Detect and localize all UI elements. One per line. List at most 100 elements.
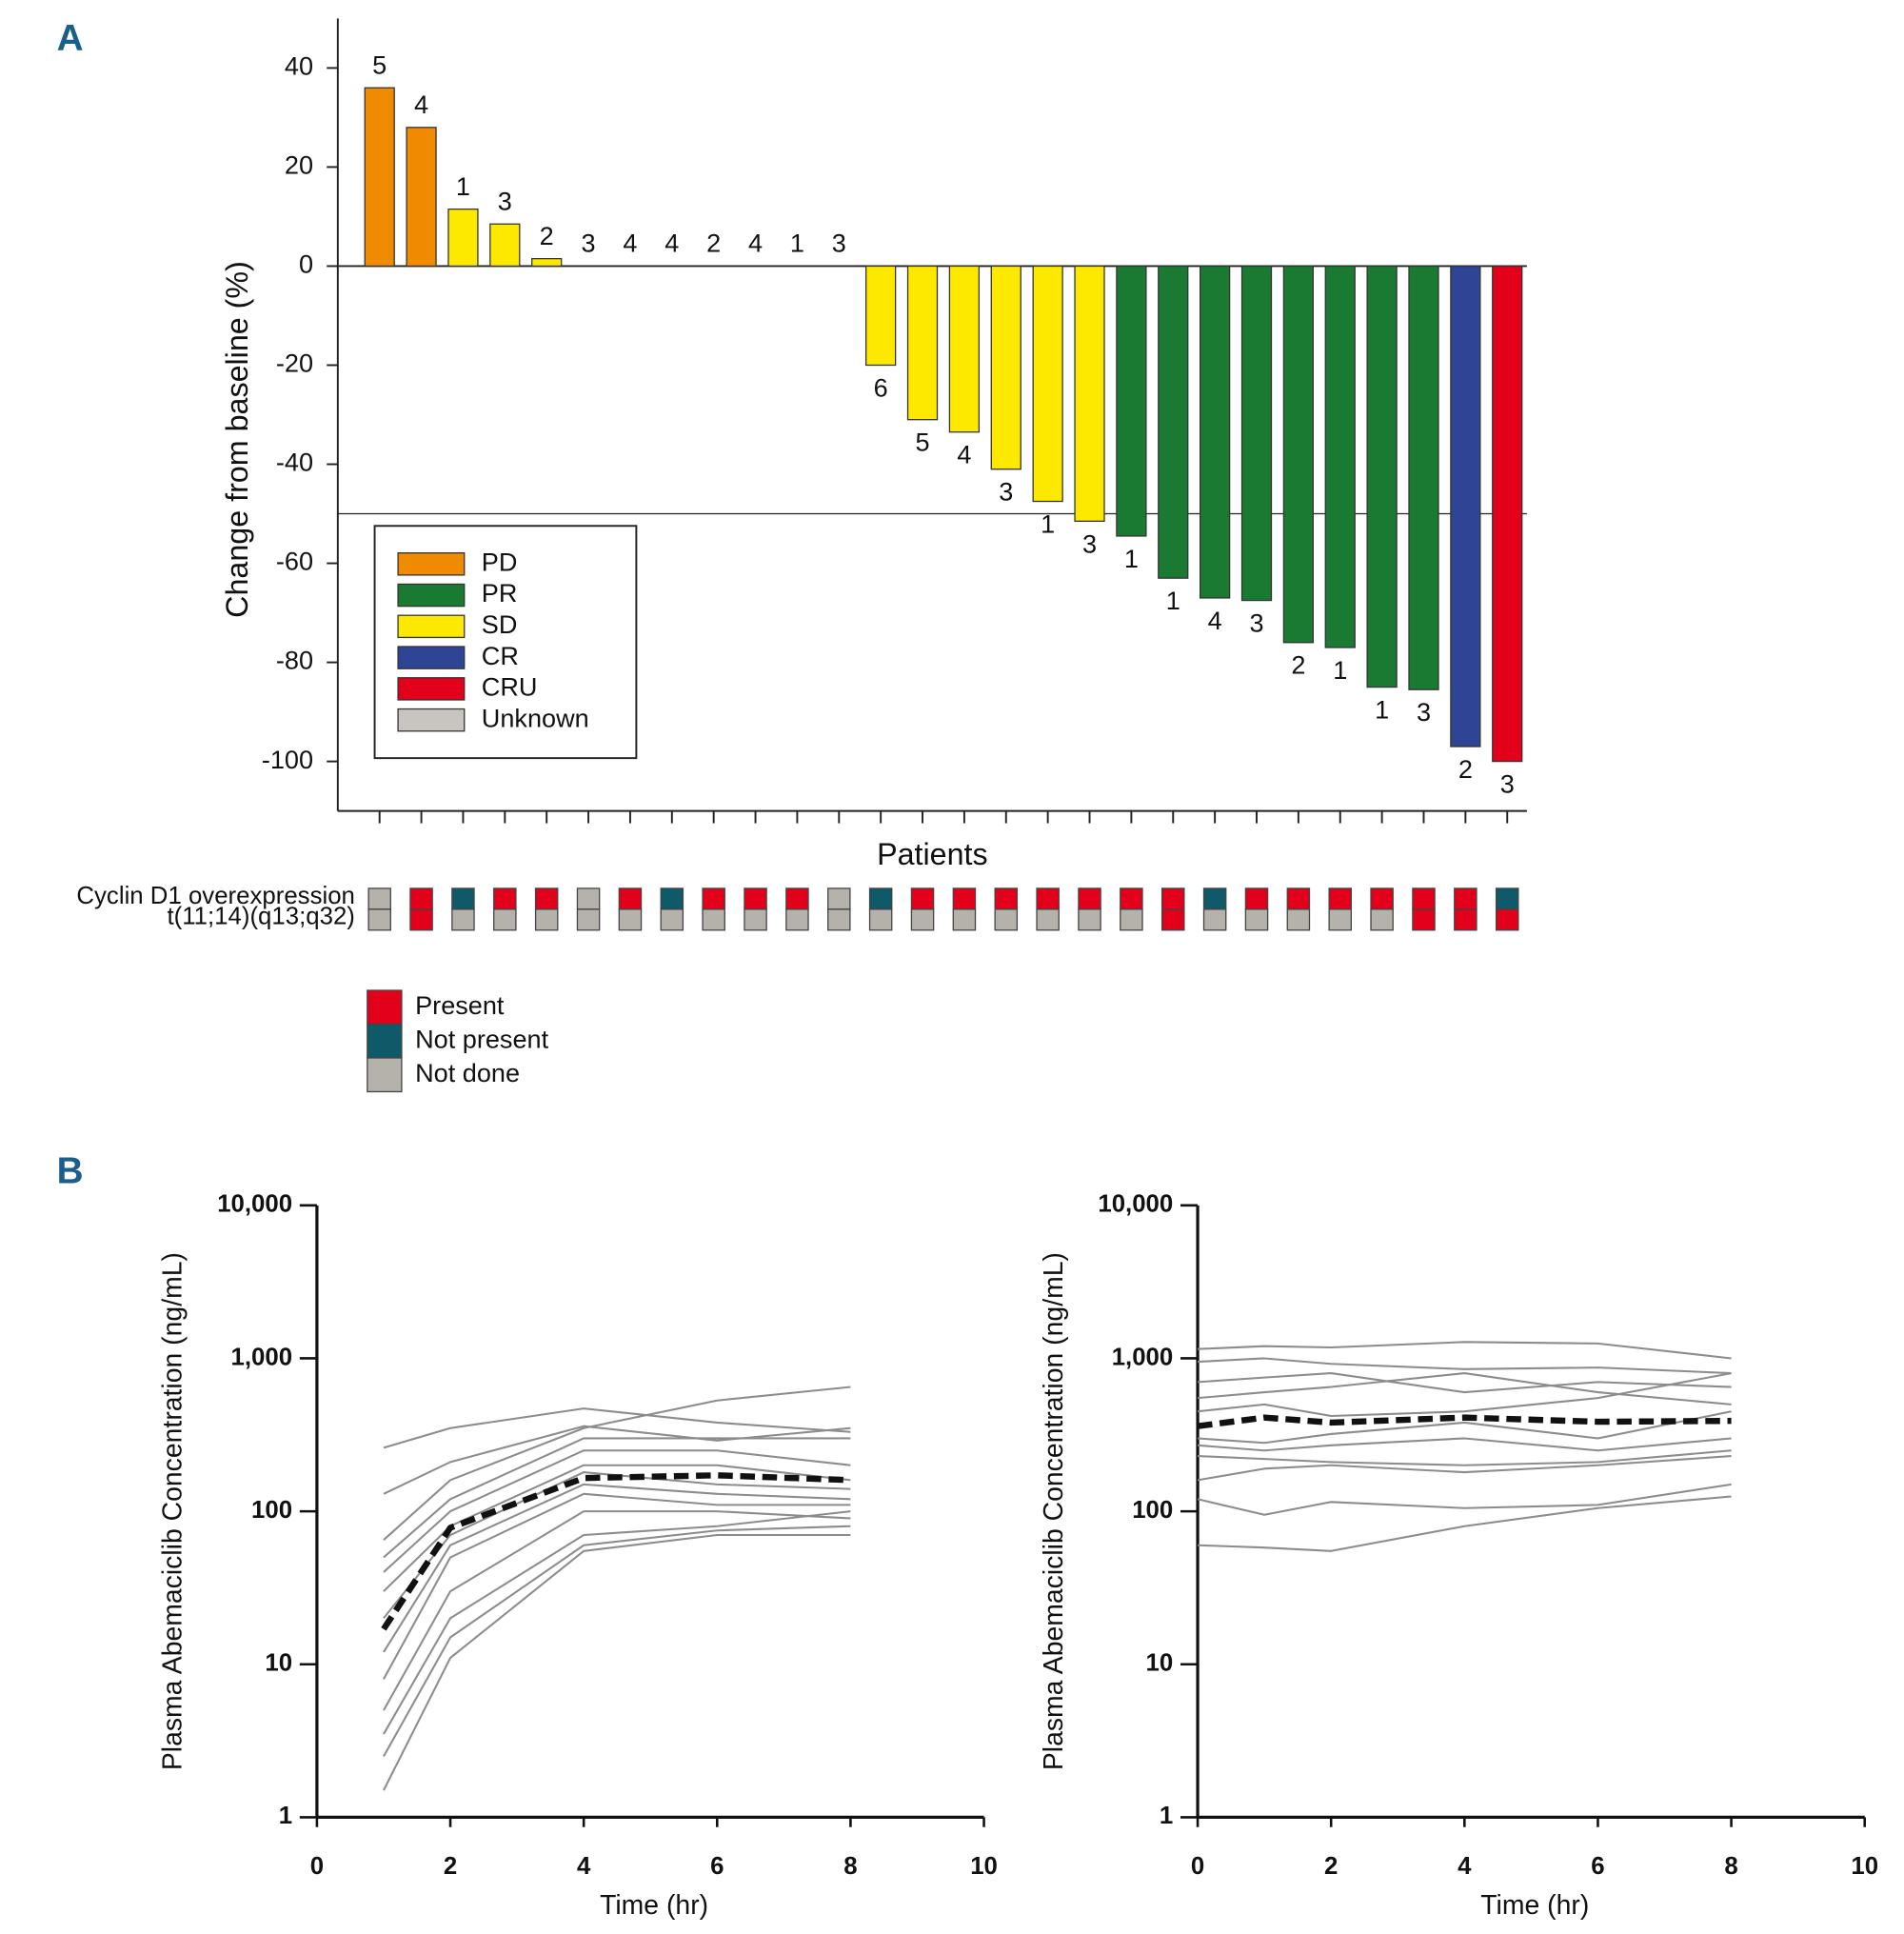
marker-cell <box>1078 887 1101 910</box>
bar-label: 3 <box>1500 769 1515 799</box>
marker-cell <box>1495 908 1519 931</box>
bar-label: 1 <box>1333 655 1347 685</box>
bar <box>906 265 939 421</box>
marker-cell <box>702 887 725 910</box>
marker-cell <box>1120 908 1143 931</box>
marker-cell <box>451 908 475 931</box>
y-tick-label: -20 <box>276 349 313 378</box>
bar-label: 4 <box>623 229 637 258</box>
patient-line <box>1197 1455 1732 1482</box>
bar-label: 1 <box>1124 544 1139 573</box>
bar <box>1408 265 1439 690</box>
patient-line <box>383 1492 851 1680</box>
y-axis-label: Plasma Abemaciclib Concentration (ng/mL) <box>158 1252 188 1770</box>
marker-cell <box>744 887 767 910</box>
marker-legend-label: Not present <box>415 1025 548 1054</box>
marker-row-label: t(11;14)(q13;q32) <box>167 904 354 930</box>
patient-line <box>383 1471 851 1620</box>
marker-cell <box>827 908 851 931</box>
marker-cell <box>1244 908 1269 931</box>
bar <box>1366 265 1398 688</box>
y-axis-label: Plasma Abemaciclib Concentration (ng/mL) <box>1039 1252 1069 1770</box>
bar <box>1074 265 1105 522</box>
marker-cell <box>618 887 643 910</box>
bar <box>1116 265 1147 537</box>
marker-cell <box>493 908 517 931</box>
marker-cell <box>493 887 517 910</box>
y-tick-label: 1,000 <box>1112 1344 1174 1370</box>
x-tick-label: 4 <box>577 1853 591 1880</box>
bar-label: 2 <box>540 221 554 250</box>
marker-cell <box>576 887 601 910</box>
marker-cell <box>1412 887 1436 910</box>
x-tick-label: 6 <box>1591 1853 1604 1880</box>
panel-label: A <box>57 18 84 59</box>
y-tick-label: 40 <box>285 51 313 81</box>
bar-label: 4 <box>1208 606 1222 635</box>
bar-label: 4 <box>748 229 763 258</box>
x-tick-label: 10 <box>970 1853 998 1880</box>
bar-label: 3 <box>832 229 846 258</box>
y-tick-label: -100 <box>262 745 313 774</box>
y-tick-label: 10,000 <box>217 1191 292 1218</box>
legend-swatch <box>397 614 466 639</box>
x-axis-label: Patients <box>877 837 988 871</box>
y-tick-label: 10 <box>265 1650 292 1677</box>
patient-line <box>1197 1410 1732 1445</box>
patient-line <box>383 1449 851 1573</box>
bar <box>1240 265 1273 602</box>
patient-line <box>383 1407 851 1449</box>
bar <box>406 127 437 268</box>
marker-cell <box>1495 887 1519 910</box>
legend-label: PR <box>482 578 518 608</box>
patient-line <box>383 1483 851 1653</box>
marker-cell <box>367 908 391 931</box>
patient-line <box>1198 1357 1732 1375</box>
patient-line <box>383 1510 851 1711</box>
legend-label: CR <box>482 641 519 670</box>
legend-swatch <box>397 583 466 608</box>
marker-cell <box>910 908 935 931</box>
x-tick-label: 6 <box>710 1853 724 1880</box>
bar-label: 3 <box>1417 697 1431 727</box>
marker-cell <box>534 908 559 931</box>
marker-legend-swatch <box>367 1023 403 1059</box>
x-tick-label: 2 <box>444 1853 457 1880</box>
bar-label: 1 <box>1166 586 1180 615</box>
bar-label: 6 <box>874 372 888 402</box>
marker-cell <box>1328 887 1352 910</box>
x-tick-label: 0 <box>310 1853 324 1880</box>
marker-cell <box>660 887 684 910</box>
bar-label: 2 <box>1291 650 1305 680</box>
bar <box>447 208 479 268</box>
x-axis-label: Time (hr) <box>600 1890 708 1921</box>
patient-line <box>1197 1437 1732 1452</box>
patient-line <box>1197 1372 1732 1394</box>
bar <box>1158 265 1189 579</box>
marker-cell <box>1078 908 1101 931</box>
patient-line <box>1197 1483 1732 1516</box>
marker-cell <box>1202 887 1227 910</box>
marker-cell <box>1370 908 1394 931</box>
x-tick-label: 0 <box>1191 1853 1204 1880</box>
bar-label: 4 <box>664 229 679 258</box>
bar <box>1450 265 1481 748</box>
marker-cell <box>910 887 935 910</box>
marker-cell <box>994 887 1019 910</box>
marker-cell <box>1370 887 1394 910</box>
patient-line <box>1198 1341 1732 1360</box>
y-axis-label: Change from baseline (%) <box>220 261 254 618</box>
legend-label: CRU <box>482 672 538 702</box>
patient-line <box>383 1425 851 1495</box>
bar-label: 3 <box>1082 528 1097 558</box>
bar-label: 3 <box>582 229 596 258</box>
y-tick-label: 1 <box>1160 1803 1173 1829</box>
bar <box>364 87 395 268</box>
x-tick-label: 8 <box>1724 1853 1737 1880</box>
marker-cell <box>1161 908 1185 931</box>
marker-cell <box>1328 908 1352 931</box>
y-tick-label: -60 <box>276 547 313 576</box>
patient-line <box>383 1386 851 1541</box>
bar <box>1282 265 1314 644</box>
